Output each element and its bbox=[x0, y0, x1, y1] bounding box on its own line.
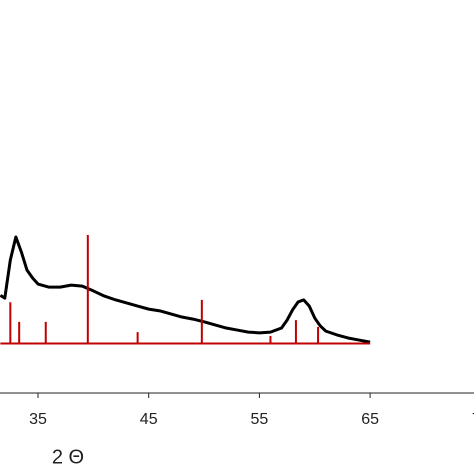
x-tick-label: 75 bbox=[472, 411, 474, 428]
x-tick-label: 35 bbox=[29, 411, 47, 428]
x-tick-label: 55 bbox=[251, 411, 269, 428]
x-tick-label: 45 bbox=[140, 411, 158, 428]
data-line bbox=[0, 235, 371, 344]
x-tick-label: 65 bbox=[361, 411, 379, 428]
x-axis-title: 2 Θ bbox=[52, 446, 84, 468]
